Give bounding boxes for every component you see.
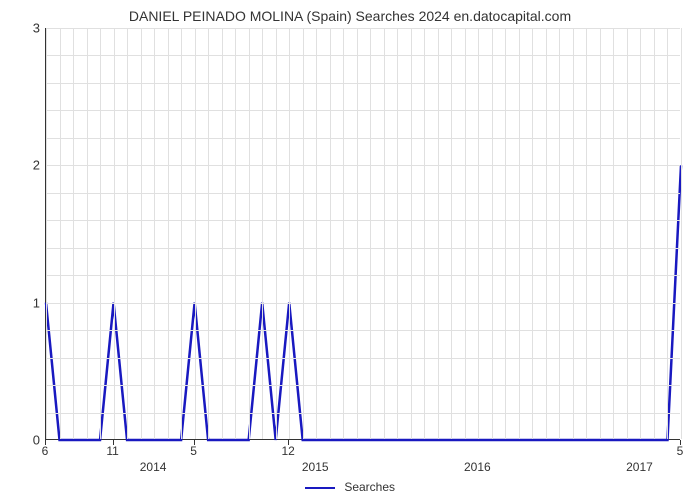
gridline-v: [438, 28, 439, 439]
gridline-v: [208, 28, 209, 439]
gridline-v: [600, 28, 601, 439]
gridline-v: [492, 28, 493, 439]
gridline-v: [478, 28, 479, 439]
gridline-v: [195, 28, 196, 439]
gridline-v: [357, 28, 358, 439]
ytick-label: 0: [10, 433, 40, 448]
xtick-label: 5: [677, 444, 684, 458]
ytick-label: 1: [10, 295, 40, 310]
xtick-label: 11: [106, 444, 118, 458]
gridline-v: [127, 28, 128, 439]
gridline-v: [343, 28, 344, 439]
gridline-v: [168, 28, 169, 439]
gridline-v: [505, 28, 506, 439]
gridline-v: [532, 28, 533, 439]
gridline-v: [316, 28, 317, 439]
gridline-v: [397, 28, 398, 439]
gridline-v: [114, 28, 115, 439]
gridline-v: [654, 28, 655, 439]
gridline-v: [424, 28, 425, 439]
legend: Searches: [0, 480, 700, 494]
gridline-v: [627, 28, 628, 439]
gridline-v: [235, 28, 236, 439]
xtick-label: 5: [190, 444, 197, 458]
gridline-v: [289, 28, 290, 439]
gridline-v: [100, 28, 101, 439]
gridline-v: [330, 28, 331, 439]
gridline-v: [249, 28, 250, 439]
xtick-label: 6: [42, 444, 49, 458]
gridline-v: [640, 28, 641, 439]
gridline-v: [586, 28, 587, 439]
xtick-year-label: 2016: [464, 460, 491, 474]
xtick-year-label: 2015: [302, 460, 329, 474]
gridline-v: [613, 28, 614, 439]
ytick-label: 3: [10, 21, 40, 36]
gridline-v: [384, 28, 385, 439]
gridline-v: [222, 28, 223, 439]
xtick-label: 12: [282, 444, 295, 458]
gridline-v: [141, 28, 142, 439]
legend-label: Searches: [344, 480, 395, 494]
gridline-v: [667, 28, 668, 439]
gridline-v: [262, 28, 263, 439]
gridline-v: [303, 28, 304, 439]
xtick-year-label: 2014: [140, 460, 167, 474]
ytick-label: 2: [10, 158, 40, 173]
legend-swatch: [305, 487, 335, 489]
gridline-v: [519, 28, 520, 439]
gridline-v: [546, 28, 547, 439]
plot-area: [45, 28, 680, 440]
line-chart: DANIEL PEINADO MOLINA (Spain) Searches 2…: [0, 0, 700, 500]
gridline-v: [559, 28, 560, 439]
gridline-v: [73, 28, 74, 439]
gridline-v: [87, 28, 88, 439]
gridline-v: [451, 28, 452, 439]
gridline-v: [46, 28, 47, 439]
chart-title: DANIEL PEINADO MOLINA (Spain) Searches 2…: [0, 8, 700, 24]
xtick-year-label: 2017: [626, 460, 653, 474]
gridline-v: [681, 28, 682, 439]
gridline-v: [60, 28, 61, 439]
gridline-v: [276, 28, 277, 439]
gridline-v: [465, 28, 466, 439]
gridline-v: [370, 28, 371, 439]
gridline-v: [154, 28, 155, 439]
gridline-v: [411, 28, 412, 439]
gridline-v: [573, 28, 574, 439]
gridline-v: [181, 28, 182, 439]
